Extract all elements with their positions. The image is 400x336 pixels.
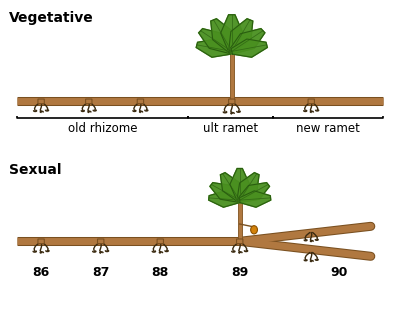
Text: 88: 88 (152, 266, 169, 279)
Text: old rhizome: old rhizome (68, 122, 138, 135)
FancyBboxPatch shape (38, 239, 44, 244)
Text: new ramet: new ramet (296, 122, 360, 135)
Polygon shape (238, 183, 270, 202)
Polygon shape (240, 191, 271, 207)
Text: Sexual: Sexual (9, 163, 62, 177)
FancyBboxPatch shape (98, 239, 104, 244)
Text: 86: 86 (32, 266, 50, 279)
Polygon shape (237, 173, 259, 201)
FancyBboxPatch shape (308, 99, 314, 104)
Polygon shape (210, 183, 241, 202)
Polygon shape (220, 173, 242, 201)
Polygon shape (231, 39, 267, 57)
Polygon shape (230, 168, 250, 200)
FancyBboxPatch shape (86, 99, 92, 104)
Text: ult ramet: ult ramet (203, 122, 258, 135)
Polygon shape (211, 19, 235, 53)
Polygon shape (209, 191, 240, 207)
FancyBboxPatch shape (38, 99, 44, 104)
Text: 90: 90 (330, 266, 348, 279)
FancyBboxPatch shape (157, 239, 164, 244)
FancyBboxPatch shape (229, 99, 235, 104)
Ellipse shape (251, 226, 258, 234)
Polygon shape (196, 39, 232, 57)
Polygon shape (221, 15, 243, 51)
Polygon shape (199, 29, 234, 53)
Polygon shape (230, 29, 265, 53)
Polygon shape (229, 19, 253, 53)
Text: 89: 89 (231, 266, 248, 279)
Text: 87: 87 (92, 266, 109, 279)
FancyBboxPatch shape (137, 99, 144, 104)
FancyBboxPatch shape (236, 239, 243, 244)
Text: Vegetative: Vegetative (9, 11, 94, 26)
